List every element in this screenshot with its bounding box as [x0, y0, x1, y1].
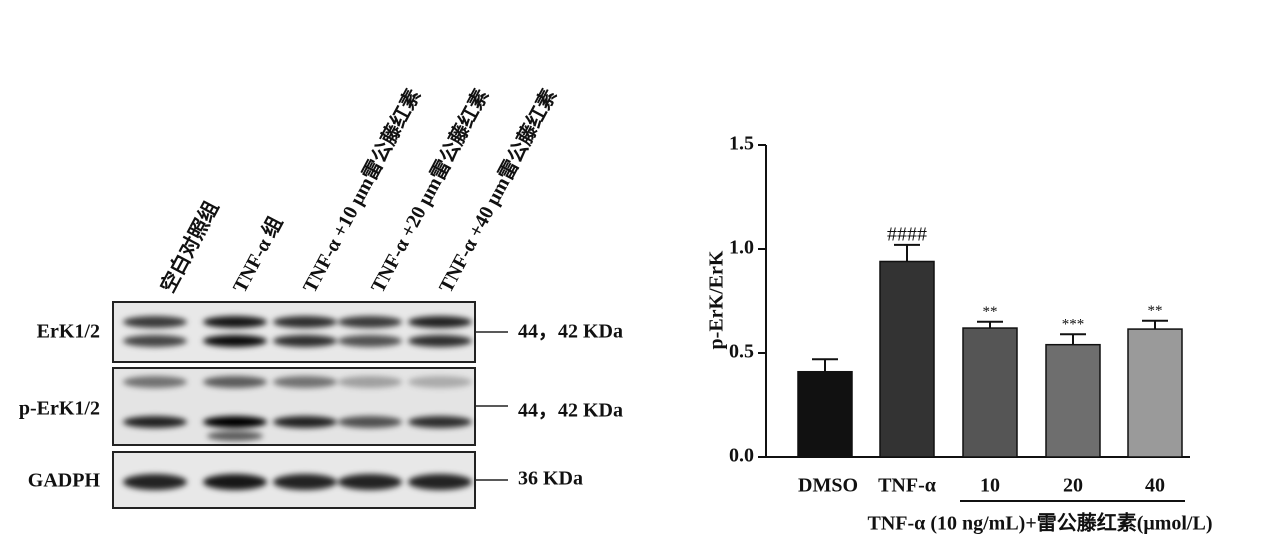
- band: [123, 335, 187, 347]
- row-label: p-ErK1/2: [19, 398, 100, 420]
- band: [203, 335, 267, 347]
- band: [273, 474, 337, 490]
- y-axis-label: p-ErK/ErK: [706, 250, 728, 349]
- y-tick-label: 0.5: [729, 341, 754, 363]
- y-tick-label: 1.0: [729, 237, 754, 259]
- x-tick-label: DMSO: [798, 475, 858, 497]
- band: [338, 416, 402, 428]
- band: [273, 335, 337, 347]
- x-axis-label: TNF-α (10 ng/mL)+雷公藤红素(μmol/L): [868, 511, 1213, 535]
- size-label: 44，42 KDa: [518, 321, 623, 343]
- y-tick-label: 0.0: [729, 445, 754, 467]
- band: [408, 474, 472, 490]
- band: [408, 416, 472, 428]
- size-label: 44，42 KDa: [518, 400, 623, 422]
- band: [203, 474, 267, 490]
- lane-label: TNF-α +40 μm雷公藤红素: [433, 85, 561, 297]
- band: [123, 316, 187, 328]
- band: [207, 431, 263, 441]
- band: [338, 474, 402, 490]
- significance-label: **: [983, 304, 998, 320]
- x-tick-label: 10: [980, 475, 1000, 497]
- band: [123, 416, 187, 428]
- bar-chart: p-ErK/ErK TNF-α (10 ng/mL)+雷公藤红素(μmol/L)…: [706, 133, 1213, 535]
- significance-label: **: [1148, 303, 1163, 319]
- western-blot: ErK1/2 p-ErK1/2 GADPH 44，42 KDa 44，42 KD…: [19, 85, 623, 509]
- band: [203, 316, 267, 328]
- row-label: ErK1/2: [37, 321, 100, 343]
- band: [408, 335, 472, 347]
- band: [123, 474, 187, 490]
- bar: [1127, 328, 1183, 458]
- lane-label: 空白对照组: [155, 197, 223, 297]
- band: [273, 416, 337, 428]
- blot-panel: [112, 301, 476, 363]
- band: [338, 316, 402, 328]
- bar: [879, 260, 935, 458]
- size-label: 36 KDa: [518, 468, 583, 490]
- band: [338, 376, 402, 388]
- row-label: GADPH: [28, 470, 101, 492]
- x-tick-label: TNF-α: [878, 475, 936, 497]
- band: [203, 416, 267, 428]
- bar: [962, 327, 1018, 458]
- band: [123, 376, 187, 388]
- band: [273, 376, 337, 388]
- x-tick-label: 20: [1063, 475, 1083, 497]
- band: [408, 316, 472, 328]
- lane-label: TNF-α +20 μm雷公藤红素: [365, 85, 493, 297]
- bands: [123, 316, 472, 490]
- lane-label: TNF-α 组: [227, 212, 287, 296]
- band: [273, 316, 337, 328]
- bar: [797, 370, 853, 458]
- y-tick-label: 1.5: [729, 133, 754, 155]
- x-tick-label: 40: [1145, 475, 1165, 497]
- band: [408, 376, 472, 388]
- significance-label: ***: [1062, 317, 1085, 333]
- significance-label: ####: [887, 223, 927, 245]
- band: [203, 376, 267, 388]
- bar: [1045, 343, 1101, 458]
- band: [338, 335, 402, 347]
- lane-label: TNF-α +10 μm雷公藤红素: [297, 85, 425, 297]
